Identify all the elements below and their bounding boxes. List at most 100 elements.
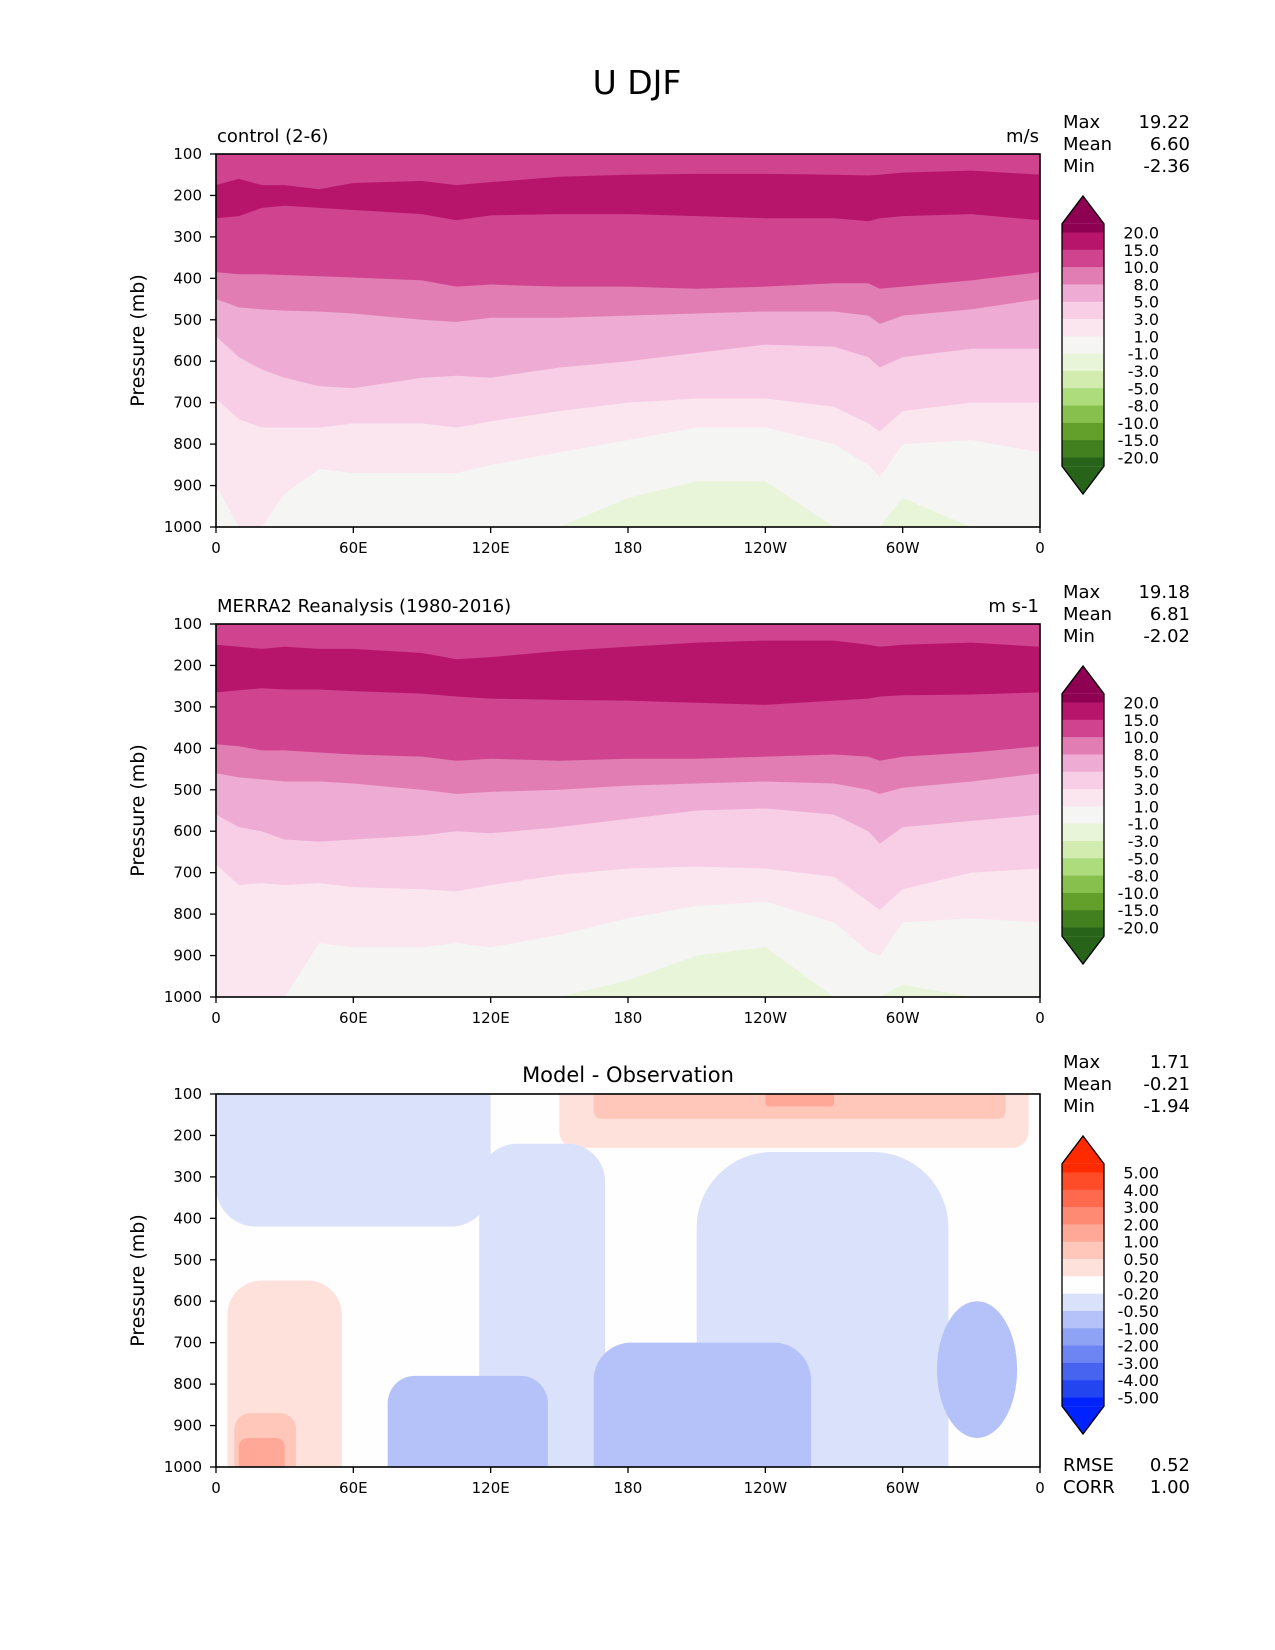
colorbar-segment [1062, 1172, 1104, 1191]
stat-label-min: Min [1063, 1096, 1095, 1117]
x-tick-label: 120E [472, 1479, 510, 1497]
colorbar-tick-label: 15.0 [1123, 711, 1159, 730]
y-tick-label: 200 [173, 186, 202, 204]
x-tick-label: 120W [744, 1009, 788, 1027]
colorbar-segment [1062, 405, 1104, 424]
colorbar: 20.015.010.08.05.03.01.0-1.0-3.0-5.0-8.0… [1061, 194, 1159, 496]
y-tick-label: 400 [173, 1209, 202, 1227]
y-tick-label: 700 [173, 1334, 202, 1352]
colorbar-tick-label: 8.0 [1134, 275, 1159, 294]
colorbar-tick-label: 3.00 [1123, 1198, 1159, 1217]
x-tick-label: 0 [211, 1009, 221, 1027]
colorbar-segment [1062, 789, 1104, 807]
colorbar-tick-label: 1.00 [1123, 1233, 1159, 1252]
stat-value-max: 19.22 [1138, 112, 1190, 133]
colorbar-tick-label: -1.0 [1128, 345, 1159, 364]
plot-area [216, 1094, 1040, 1467]
colorbar-segment [1062, 910, 1104, 929]
colorbar-segment [1062, 840, 1104, 859]
colorbar-extend-max [1062, 1136, 1104, 1164]
colorbar-segment [1062, 353, 1104, 372]
x-tick-label: 60E [339, 1009, 368, 1027]
colorbar-segment [1062, 1241, 1104, 1260]
colorbar-segment [1062, 1380, 1104, 1399]
colorbar-tick-label: -8.0 [1128, 397, 1159, 416]
x-tick-label: 60W [886, 539, 920, 557]
units-label: m s-1 [988, 596, 1039, 617]
stat-label-min: Min [1063, 626, 1095, 647]
y-tick-label: 1000 [164, 518, 202, 536]
colorbar-segment [1062, 823, 1104, 842]
panel-title: control (2-6) [217, 126, 329, 147]
colorbar-tick-label: -4.00 [1118, 1371, 1159, 1390]
colorbar-outline [1061, 664, 1105, 966]
contour-patch [937, 1301, 1018, 1438]
x-tick-label: 120E [472, 539, 510, 557]
colorbar-tick-label: 2.00 [1123, 1215, 1159, 1234]
contour-patch [238, 1437, 285, 1467]
colorbar-extend-max [1062, 666, 1104, 694]
colorbar-tick-label: -5.0 [1128, 849, 1159, 868]
y-tick-label: 900 [173, 1417, 202, 1435]
colorbar-extend-min [1062, 1406, 1104, 1434]
stat-label-min: Min [1063, 156, 1095, 177]
contour-patch [593, 1342, 812, 1467]
stat-value-min: -1.94 [1143, 1096, 1190, 1117]
colorbar-tick-label: -2.00 [1118, 1337, 1159, 1356]
colorbar-tick-label: -1.0 [1128, 815, 1159, 834]
colorbar-segment [1062, 858, 1104, 877]
colorbar-tick-label: -0.20 [1118, 1285, 1159, 1304]
colorbar-segment [1062, 1293, 1104, 1312]
band-neg3-neg1 [216, 481, 1040, 527]
colorbar-tick-label: 15.0 [1123, 241, 1159, 260]
colorbar-segment [1062, 1397, 1104, 1407]
stat-value-mean: 6.81 [1150, 604, 1190, 625]
y-tick-label: 500 [173, 1251, 202, 1269]
plot-area [216, 624, 1040, 997]
stat-label-mean: Mean [1063, 134, 1112, 155]
stat-value-mean: 6.60 [1150, 134, 1190, 155]
y-tick-label: 800 [173, 905, 202, 923]
y-tick-label: 1000 [164, 988, 202, 1006]
band-15-20 [216, 170, 1040, 222]
colorbar-segment [1062, 875, 1104, 894]
colorbar-segment [1062, 336, 1104, 355]
colorbar-segment [1062, 1345, 1104, 1364]
colorbar-tick-label: -3.00 [1118, 1354, 1159, 1373]
x-tick-label: 180 [614, 1479, 643, 1497]
band-neg1-1 [216, 427, 1040, 527]
x-tick-label: 180 [614, 1009, 643, 1027]
stat-value-min: -2.02 [1143, 626, 1190, 647]
contour-patch [765, 1094, 834, 1107]
stat-label-mean: Mean [1063, 604, 1112, 625]
stat-value-rmse: 0.52 [1150, 1455, 1190, 1476]
colorbar-extend-min [1062, 466, 1104, 494]
y-tick-label: 800 [173, 435, 202, 453]
stat-label-mean: Mean [1063, 1074, 1112, 1095]
y-tick-label: 1000 [164, 1458, 202, 1476]
x-tick-label: 0 [211, 539, 221, 557]
colorbar-segment [1062, 249, 1104, 268]
colorbar-segment [1062, 927, 1104, 937]
x-tick-label: 0 [1035, 539, 1045, 557]
colorbar-segment [1062, 1328, 1104, 1347]
panel-title: MERRA2 Reanalysis (1980-2016) [217, 596, 511, 617]
band-15-20 [216, 640, 1040, 705]
colorbar-segment [1062, 737, 1104, 755]
colorbar-segment [1062, 693, 1104, 703]
colorbar-outline [1061, 194, 1105, 496]
colorbar-segment [1062, 1259, 1104, 1277]
contour-patch [227, 1280, 342, 1467]
stat-value-corr: 1.00 [1150, 1477, 1190, 1498]
colorbar-segment [1062, 1310, 1104, 1329]
y-axis-label: Pressure (mb) [127, 1214, 149, 1347]
colorbar-outline [1061, 1134, 1105, 1436]
colorbar-tick-label: 20.0 [1123, 693, 1159, 712]
colorbar-tick-label: 20.0 [1123, 223, 1159, 242]
stat-value-mean: -0.21 [1143, 1074, 1190, 1095]
colorbar-tick-label: -5.0 [1128, 379, 1159, 398]
y-tick-label: 100 [173, 615, 202, 633]
colorbar-segment [1062, 301, 1104, 320]
colorbar-segment [1062, 719, 1104, 738]
